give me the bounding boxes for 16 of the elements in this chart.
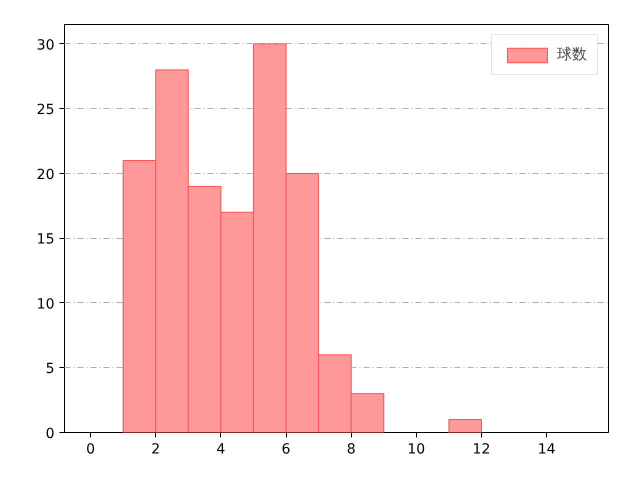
- y-tick-label: 25: [36, 102, 55, 118]
- y-tick-label: 5: [46, 361, 55, 378]
- x-tick-label: 10: [407, 442, 426, 458]
- x-tick-label: 8: [346, 442, 356, 458]
- x-tick-label: 12: [472, 442, 490, 458]
- x-tick-label: 14: [538, 442, 556, 458]
- y-tick-label: 30: [36, 37, 55, 54]
- y-tick-label: 0: [46, 426, 55, 442]
- x-tick-label: 4: [216, 442, 226, 458]
- y-tick-label: 20: [36, 166, 55, 183]
- y-tick-label: 15: [36, 232, 55, 248]
- legend-label: 球数: [557, 45, 587, 64]
- y-tick-label: 10: [36, 296, 55, 312]
- x-tick-label: 2: [151, 442, 160, 458]
- x-tick-label: 0: [86, 442, 96, 458]
- x-tick-label: 6: [282, 442, 291, 458]
